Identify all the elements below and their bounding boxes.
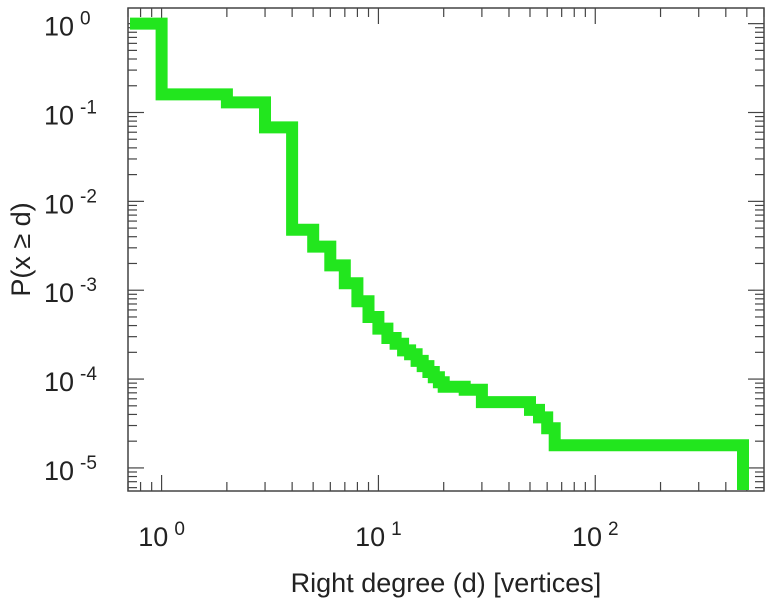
x-tick-exponent: 2 xyxy=(608,519,619,540)
x-tick-label: 10 2 xyxy=(572,519,619,552)
y-tick-base: 10 xyxy=(44,456,74,486)
y-tick-exponent: 0 xyxy=(80,9,91,30)
y-tick-exponent: -5 xyxy=(80,453,97,474)
x-tick-base: 10 xyxy=(572,522,602,552)
x-tick-exponent: 0 xyxy=(174,519,185,540)
x-tick-base: 10 xyxy=(355,522,385,552)
series-step-line xyxy=(130,17,749,490)
x-tick-label: 10 1 xyxy=(355,519,402,552)
y-tick-label: 10 -5 xyxy=(44,453,97,486)
y-tick-base: 10 xyxy=(44,12,74,42)
x-tick-labels: 10 0 10 1 10 2 xyxy=(138,519,618,552)
x-axis-label: Right degree (d) [vertices] xyxy=(291,568,602,598)
y-tick-labels: 10 0 10 -1 10 -2 10 -3 10 -4 10 -5 xyxy=(44,9,97,486)
y-tick-exponent: -1 xyxy=(80,98,97,119)
y-tick-base: 10 xyxy=(44,367,74,397)
y-tick-label: 10 -4 xyxy=(44,364,97,397)
x-tick-exponent: 1 xyxy=(391,519,402,540)
y-tick-exponent: -3 xyxy=(80,275,97,296)
tick-marks xyxy=(127,8,765,491)
y-tick-label: 10 -2 xyxy=(44,186,97,219)
y-tick-label: 10 -1 xyxy=(44,98,97,131)
y-tick-base: 10 xyxy=(44,278,74,308)
x-tick-label: 10 0 xyxy=(138,519,185,552)
y-tick-label: 10 -3 xyxy=(44,275,97,308)
y-tick-label: 10 0 xyxy=(44,9,91,42)
x-tick-base: 10 xyxy=(138,522,168,552)
y-tick-exponent: -2 xyxy=(80,186,97,207)
y-tick-exponent: -4 xyxy=(80,364,97,385)
y-tick-base: 10 xyxy=(44,189,74,219)
y-tick-base: 10 xyxy=(44,101,74,131)
plot-frame xyxy=(127,7,765,492)
y-axis-label: P(x ≥ d) xyxy=(6,202,36,296)
